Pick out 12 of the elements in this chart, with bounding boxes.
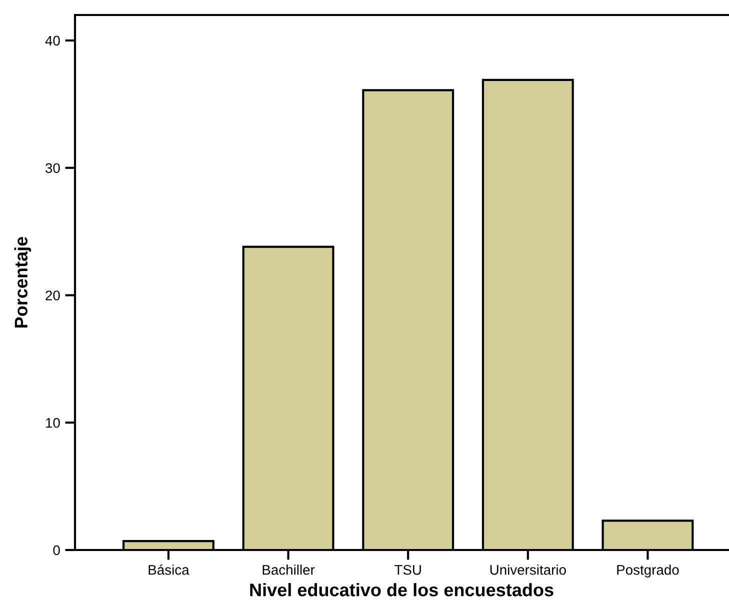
- x-tick-label: Universitario: [490, 564, 566, 575]
- y-tick-label: 0: [53, 545, 60, 556]
- y-tick-label: 20: [46, 290, 60, 300]
- y-axis-title: Porcentaje: [14, 236, 32, 328]
- x-axis-title: Nivel educativo de los encuestados: [250, 583, 554, 596]
- x-tick-label: Postgrado: [617, 564, 679, 578]
- x-tick-label: Bachiller: [262, 564, 315, 575]
- y-tick-label: 10: [46, 418, 60, 428]
- y-tick-label: 40: [45, 36, 60, 46]
- x-tick-label: Básica: [148, 564, 190, 575]
- y-tick-label: 30: [46, 163, 60, 174]
- x-tick-label: TSU: [394, 564, 421, 575]
